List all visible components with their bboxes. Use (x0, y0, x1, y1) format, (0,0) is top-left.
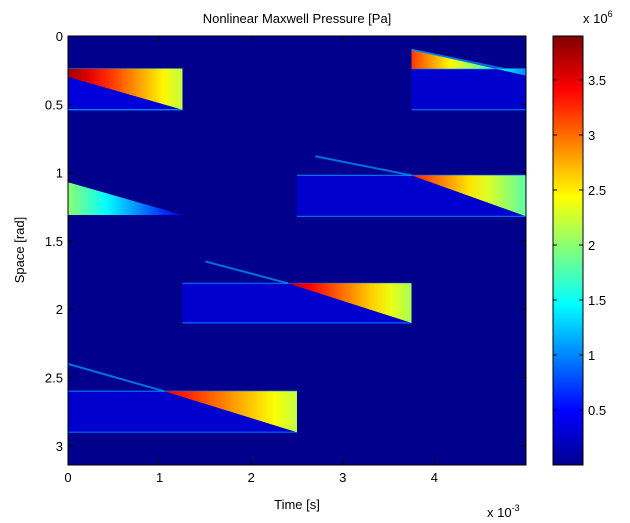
colorbar-gradient (552, 35, 584, 466)
heatmap-ridge (68, 362, 165, 393)
x-tick-label: 3 (339, 470, 346, 485)
x-axis-exponent: x 10-3 (487, 503, 520, 520)
colorbar-exponent-base: x 10 (583, 11, 608, 26)
y-tick-label: 1 (56, 166, 63, 181)
y-tick-label: 2.5 (45, 371, 63, 386)
colorbar-tick-label: 3.5 (588, 73, 606, 88)
chart-title: Nonlinear Maxwell Pressure [Pa] (203, 11, 392, 26)
colorbar: 0.5 1 1.5 2 2.5 3 3.5 x 106 (552, 9, 613, 466)
x-axis-label: Time [s] (274, 497, 320, 512)
heatmap-wedge (68, 182, 183, 215)
colorbar-tick-label: 2.5 (588, 183, 606, 198)
plot-area: 0 1 2 3 4 0 0.5 1 1.5 2 2.5 3 (45, 29, 527, 485)
colorbar-tick-label: 1.5 (588, 293, 606, 308)
colorbar-exponent: x 106 (583, 9, 613, 26)
heatmap-wedge (287, 283, 412, 323)
colorbar-tick-label: 3 (588, 128, 595, 143)
x-tick-label: 2 (248, 470, 255, 485)
x-tick-label: 0 (64, 470, 71, 485)
x-tick-label: 4 (431, 470, 438, 485)
x-tick-label: 1 (156, 470, 163, 485)
heatmap-wedge (68, 68, 183, 110)
heatmap-ridge (411, 48, 504, 70)
x-exponent-power: -3 (512, 503, 520, 513)
colorbar-tick-label: 0.5 (588, 403, 606, 418)
y-tick-label: 0 (56, 29, 63, 44)
plot-frame (67, 35, 527, 466)
y-tick-label: 2 (56, 302, 63, 317)
heatmap-ridge (205, 260, 289, 285)
y-tick-label: 3 (56, 439, 63, 454)
heatmap-wedge (164, 391, 297, 433)
y-tick-label: 0.5 (45, 97, 63, 112)
heatmap-wedge (411, 49, 526, 76)
colorbar-tick-label: 2 (588, 238, 595, 253)
colorbar-exponent-power: 6 (608, 9, 613, 19)
heatmap-ridge (315, 155, 412, 177)
y-tick-label: 1.5 (45, 234, 63, 249)
heatmap-wedge (411, 175, 526, 217)
x-exponent-base: x 10 (487, 505, 512, 520)
y-axis-label: Space [rad] (12, 217, 27, 284)
heatmap-band (411, 68, 526, 110)
colorbar-tick-label: 1 (588, 348, 595, 363)
